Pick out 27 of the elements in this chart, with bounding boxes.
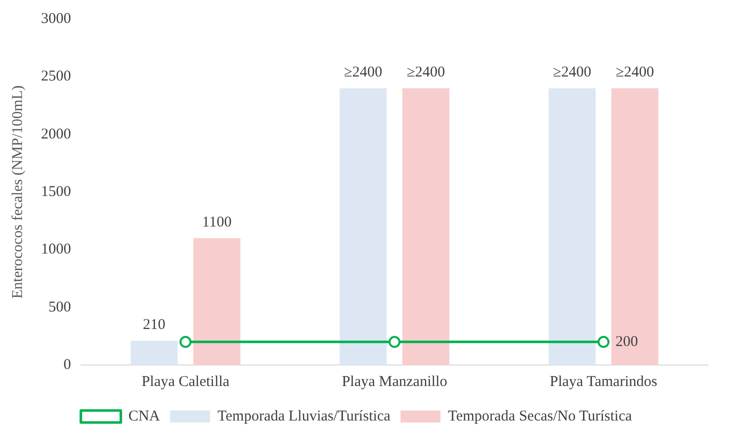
data-label: 1100 [202,214,232,231]
x-tick-label: Playa Manzanillo [342,374,448,390]
legend-label: CNA [128,408,160,424]
bar [611,88,658,365]
x-tick-label: Playa Tamarindos [550,374,658,390]
y-tick-label: 1000 [41,242,71,258]
bar [402,88,450,365]
legend-label: Temporada Secas/No Turística [448,408,632,424]
y-tick-label: 1500 [41,184,71,200]
bar [340,88,387,365]
y-tick-label: 2500 [41,68,71,85]
y-tick-label: 500 [48,299,71,316]
data-label: 210 [142,317,166,334]
y-tick-label: 2000 [41,126,71,142]
bar [548,88,596,365]
x-tick-label: Playa Caletilla [142,374,230,390]
legend-label: Temporada Lluvias/Turística [218,408,391,424]
data-label: ≥2400 [344,64,382,81]
y-axis-title: Enterococos fecales (NMP/100mL) [10,85,26,299]
y-tick-label: 0 [64,356,71,373]
bar [193,238,240,365]
data-label: ≥2400 [553,64,592,81]
data-label: 200 [616,334,638,350]
bar [130,340,178,365]
data-label: ≥2400 [616,64,654,81]
data-label: ≥2400 [406,64,445,81]
y-tick-label: 3000 [41,10,71,27]
